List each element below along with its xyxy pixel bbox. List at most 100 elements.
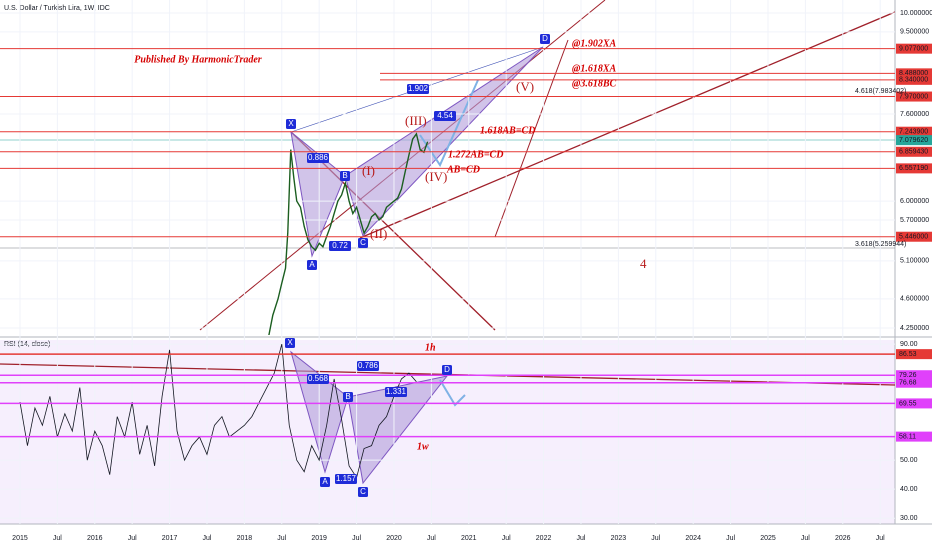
ratio-box <box>407 84 429 94</box>
pattern-point-box <box>340 171 350 181</box>
price-tag <box>896 68 932 79</box>
x-tick-label: Jul <box>876 535 885 542</box>
annotation: 4.618(7.983402) <box>855 88 906 95</box>
x-tick-label: 2018 <box>237 535 253 542</box>
y-tick-label: 10.000000 <box>900 10 932 17</box>
data-line <box>19 343 417 479</box>
x-tick-label: Jul <box>502 535 511 542</box>
series <box>19 343 417 479</box>
ratio-box <box>434 111 456 121</box>
x-tick-label: 2016 <box>87 535 103 542</box>
x-tick-label: 2015 <box>12 535 28 542</box>
annotation: 1h <box>425 342 436 353</box>
price-tag-label: 8.340000 <box>899 77 928 84</box>
annotation: AB=CD <box>446 164 480 175</box>
price-tag <box>896 377 932 388</box>
pattern-point: D <box>444 365 450 374</box>
pattern-point-box <box>285 338 295 348</box>
price-tag <box>896 126 932 137</box>
price-tag-label: 7.079620 <box>899 137 928 144</box>
y-tick-label: 9.500000 <box>900 29 929 36</box>
x-tick-label: Jul <box>352 535 361 542</box>
pattern-point: C <box>360 238 366 247</box>
pattern-point: D <box>542 34 548 43</box>
price-tag-label: 9.077000 <box>899 46 928 53</box>
annotation: 1.272AB=CD <box>448 149 503 160</box>
x-tick-label: 2024 <box>685 535 701 542</box>
price-tag <box>896 146 932 157</box>
price-tag <box>896 43 932 54</box>
ratio-label: 0.786 <box>358 361 379 370</box>
price-tag-label: 69.55 <box>899 400 917 407</box>
y-tick-label: 90.00 <box>900 341 918 348</box>
pattern-point-box <box>320 477 330 487</box>
y-tick-label: 5.700000 <box>900 217 929 224</box>
annotation: @1.902XA <box>572 38 616 49</box>
x-tick-label: Jul <box>53 535 62 542</box>
annotation: 3.618(5.259944) <box>855 241 906 248</box>
x-tick-label: Jul <box>577 535 586 542</box>
ratio-label: 0.568 <box>308 374 329 383</box>
x-tick-label: 2022 <box>536 535 552 542</box>
pattern-point-box <box>442 365 452 375</box>
price-tag-label: 76.68 <box>899 380 917 387</box>
x-tick-label: 2020 <box>386 535 402 542</box>
x-tick-label: Jul <box>277 535 286 542</box>
annotation: (III) <box>405 113 427 128</box>
price-tag <box>896 135 932 146</box>
ratio-label: 0.886 <box>308 153 329 162</box>
projection-arrow <box>439 379 466 407</box>
x-tick-label: 2025 <box>760 535 776 542</box>
y-tick-label: 30.00 <box>900 515 918 522</box>
ratio-box <box>307 374 329 384</box>
x-tick-label: 2026 <box>835 535 851 542</box>
price-tag-label: 86.53 <box>899 351 917 358</box>
y-tick-label: 6.000000 <box>900 198 929 205</box>
price-tag-label: 5.446000 <box>899 234 928 241</box>
ratio-box <box>385 387 407 397</box>
ratio-label: 1.157 <box>336 474 357 483</box>
x-tick-label: Jul <box>801 535 810 542</box>
x-tick-label: Jul <box>651 535 660 542</box>
y-tick-label: 50.00 <box>900 457 918 464</box>
ratio-label: 4.54 <box>437 111 453 120</box>
price-tag-label: 7.970000 <box>899 93 928 100</box>
pattern-point-box <box>307 260 317 270</box>
y-tick-label: 40.00 <box>900 486 918 493</box>
annotation: @3.618BC <box>572 78 616 89</box>
pattern-point-box <box>358 238 368 248</box>
pattern-point: A <box>309 260 315 269</box>
price-tag <box>896 231 932 242</box>
price-tag <box>896 74 932 85</box>
annotation: (II) <box>370 226 387 241</box>
x-tick-label: 2023 <box>611 535 627 542</box>
price-tag <box>896 398 932 409</box>
pattern-point-box <box>358 487 368 497</box>
annotation: (V) <box>516 79 534 94</box>
ratio-box <box>357 361 379 371</box>
x-tick-label: Jul <box>427 535 436 542</box>
price-tag <box>896 163 932 174</box>
pattern-point: A <box>322 477 328 486</box>
x-tick-label: 2019 <box>311 535 327 542</box>
pattern-point-box <box>286 119 296 129</box>
pattern-point: X <box>287 338 293 347</box>
ratio-box <box>329 241 351 251</box>
ratio-label: 1.902 <box>408 84 429 93</box>
price-tag <box>896 349 932 360</box>
data-line <box>268 132 429 335</box>
annotation: @1.618XA <box>572 63 616 74</box>
pattern-point-box <box>540 34 550 44</box>
pattern-point: X <box>288 119 294 128</box>
x-tick-label: 2021 <box>461 535 477 542</box>
pattern-point: B <box>342 171 347 180</box>
price-tag <box>896 91 932 102</box>
price-tag-label: 6.859430 <box>899 149 928 156</box>
pattern-point-box <box>343 392 353 402</box>
pattern-point: B <box>345 392 350 401</box>
annotation: 4 <box>640 256 647 271</box>
trend-line <box>494 39 569 238</box>
x-tick-label: Jul <box>128 535 137 542</box>
ratio-box <box>307 153 329 163</box>
